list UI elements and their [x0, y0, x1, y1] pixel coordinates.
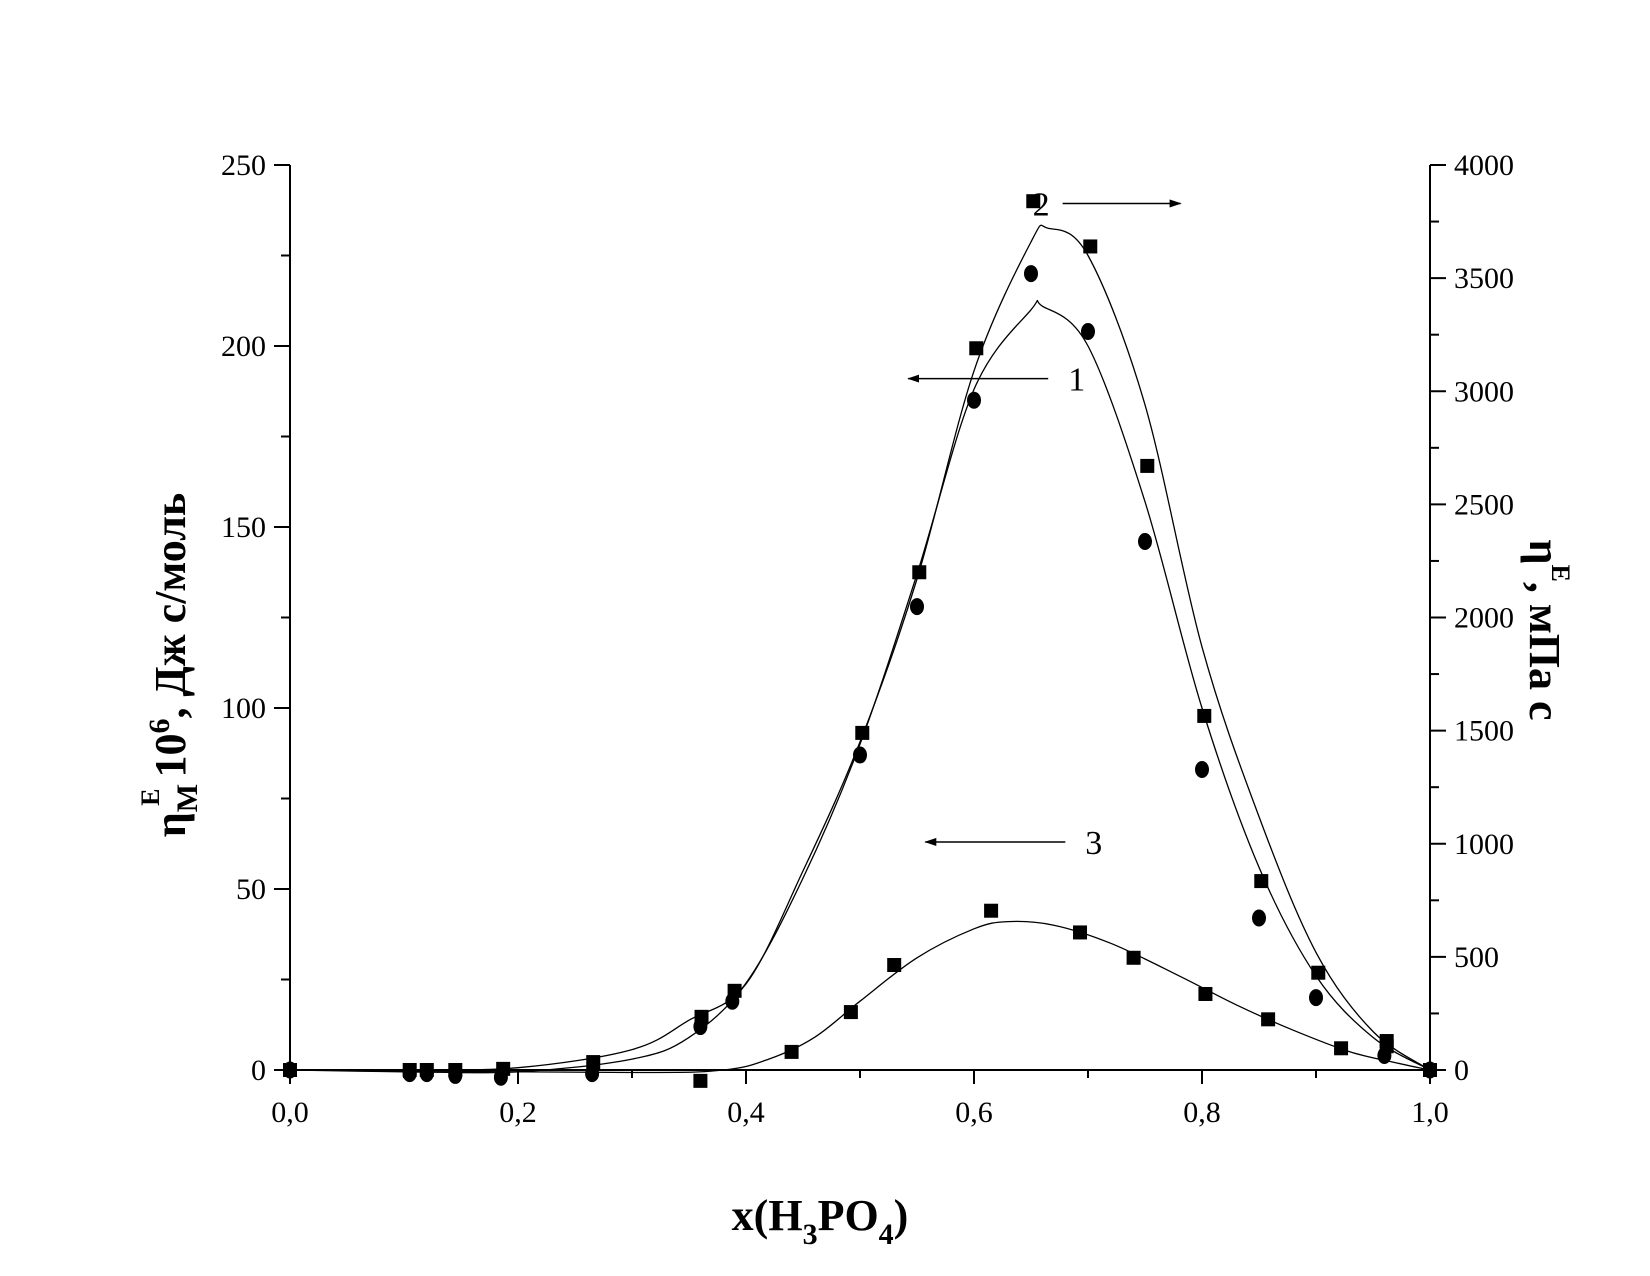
x-tick-label: 0,8 [1183, 1096, 1221, 1129]
series-2-point [496, 1061, 511, 1076]
y-right-tick-label: 2500 [1454, 488, 1514, 521]
curve-label-3: 3 [1085, 825, 1102, 862]
y-right-axis-title: ηE, мПа с [1520, 539, 1575, 720]
y-left-tick-label: 100 [221, 692, 266, 725]
fit-curves [289, 224, 1431, 1074]
series-3-point [1379, 1034, 1394, 1049]
y-left-axis-title: ηME 106, Дж с/моль [136, 493, 204, 837]
series-1-point [853, 746, 867, 764]
fit-curve-2 [289, 224, 1431, 1071]
series-3-point [843, 1005, 858, 1020]
series-3-point [887, 958, 902, 973]
y-right-tick-label: 4000 [1454, 149, 1514, 182]
series-2-point [419, 1063, 434, 1077]
series-3-point [784, 1044, 799, 1059]
series-1-point [1195, 761, 1209, 779]
series-3-point [1126, 950, 1141, 965]
annotations: 1 2 3 [907, 186, 1182, 862]
series-2-point [694, 1009, 709, 1024]
series-1-point [1138, 532, 1152, 550]
x-tick-label: 0,2 [499, 1096, 537, 1129]
y-right-tick-label: 500 [1454, 941, 1499, 974]
series-3-point [283, 1063, 297, 1077]
series-3-point [693, 1073, 708, 1088]
series-2-point [727, 983, 742, 998]
series-2-point [448, 1063, 463, 1077]
series-2-point [1254, 874, 1269, 889]
x-tick-label: 0,4 [727, 1096, 765, 1129]
fit-curve-1 [289, 299, 1431, 1074]
x-axis-title: x(H3PO4) [732, 1191, 909, 1251]
x-tick-label: 0,6 [955, 1096, 993, 1129]
series-1-point [910, 598, 924, 616]
y-left-tick-label: 200 [221, 330, 266, 363]
y-right-tick-label: 2000 [1454, 602, 1514, 635]
data-points [283, 194, 1437, 1088]
y-right-tick-label: 3500 [1454, 262, 1514, 295]
y-left-tick-label: 250 [221, 149, 266, 182]
series-3-point [1423, 1063, 1437, 1077]
curve-label-1: 1 [1068, 362, 1085, 399]
y-left-tick-label: 50 [236, 873, 266, 906]
series-3-point [1261, 1012, 1276, 1027]
series-2-point [1026, 194, 1041, 209]
series-3-point [1198, 986, 1213, 1001]
axes: 0,0 0,2 0,4 0,6 0,8 1,00501001502002500500100… [221, 149, 1514, 1129]
series-2-point [586, 1055, 601, 1070]
y-left-tick-label: 0 [251, 1054, 266, 1087]
x-tick-label: 1,0 [1411, 1096, 1449, 1129]
series-3-point [984, 903, 999, 918]
series-2-point [1197, 708, 1212, 723]
y-left-tick-label: 150 [221, 511, 266, 544]
y-right-tick-label: 1000 [1454, 828, 1514, 861]
series-1-point [1081, 323, 1095, 341]
series-1-point [1024, 265, 1038, 283]
series-3-point [1334, 1041, 1349, 1056]
y-right-tick-label: 3000 [1454, 375, 1514, 408]
series-2-point [969, 341, 984, 356]
y-right-tick-label: 0 [1454, 1054, 1469, 1087]
series-2-point [1311, 965, 1326, 980]
y-right-tick-label: 1500 [1454, 715, 1514, 748]
series-1-point [1252, 909, 1266, 927]
series-3-point [1073, 925, 1088, 940]
series-2-point [1083, 239, 1098, 254]
fit-curve-3 [289, 920, 1431, 1074]
series-1-point [967, 391, 981, 409]
x-tick-label: 0,0 [271, 1096, 309, 1129]
series-2-point [912, 565, 927, 580]
series-2-point [855, 725, 870, 740]
curve-label-2: 2 [1033, 186, 1050, 223]
series-2-point [402, 1063, 417, 1077]
series-2-point [1140, 458, 1155, 473]
series-1-point [585, 1065, 600, 1083]
series-1-point [1309, 989, 1323, 1007]
